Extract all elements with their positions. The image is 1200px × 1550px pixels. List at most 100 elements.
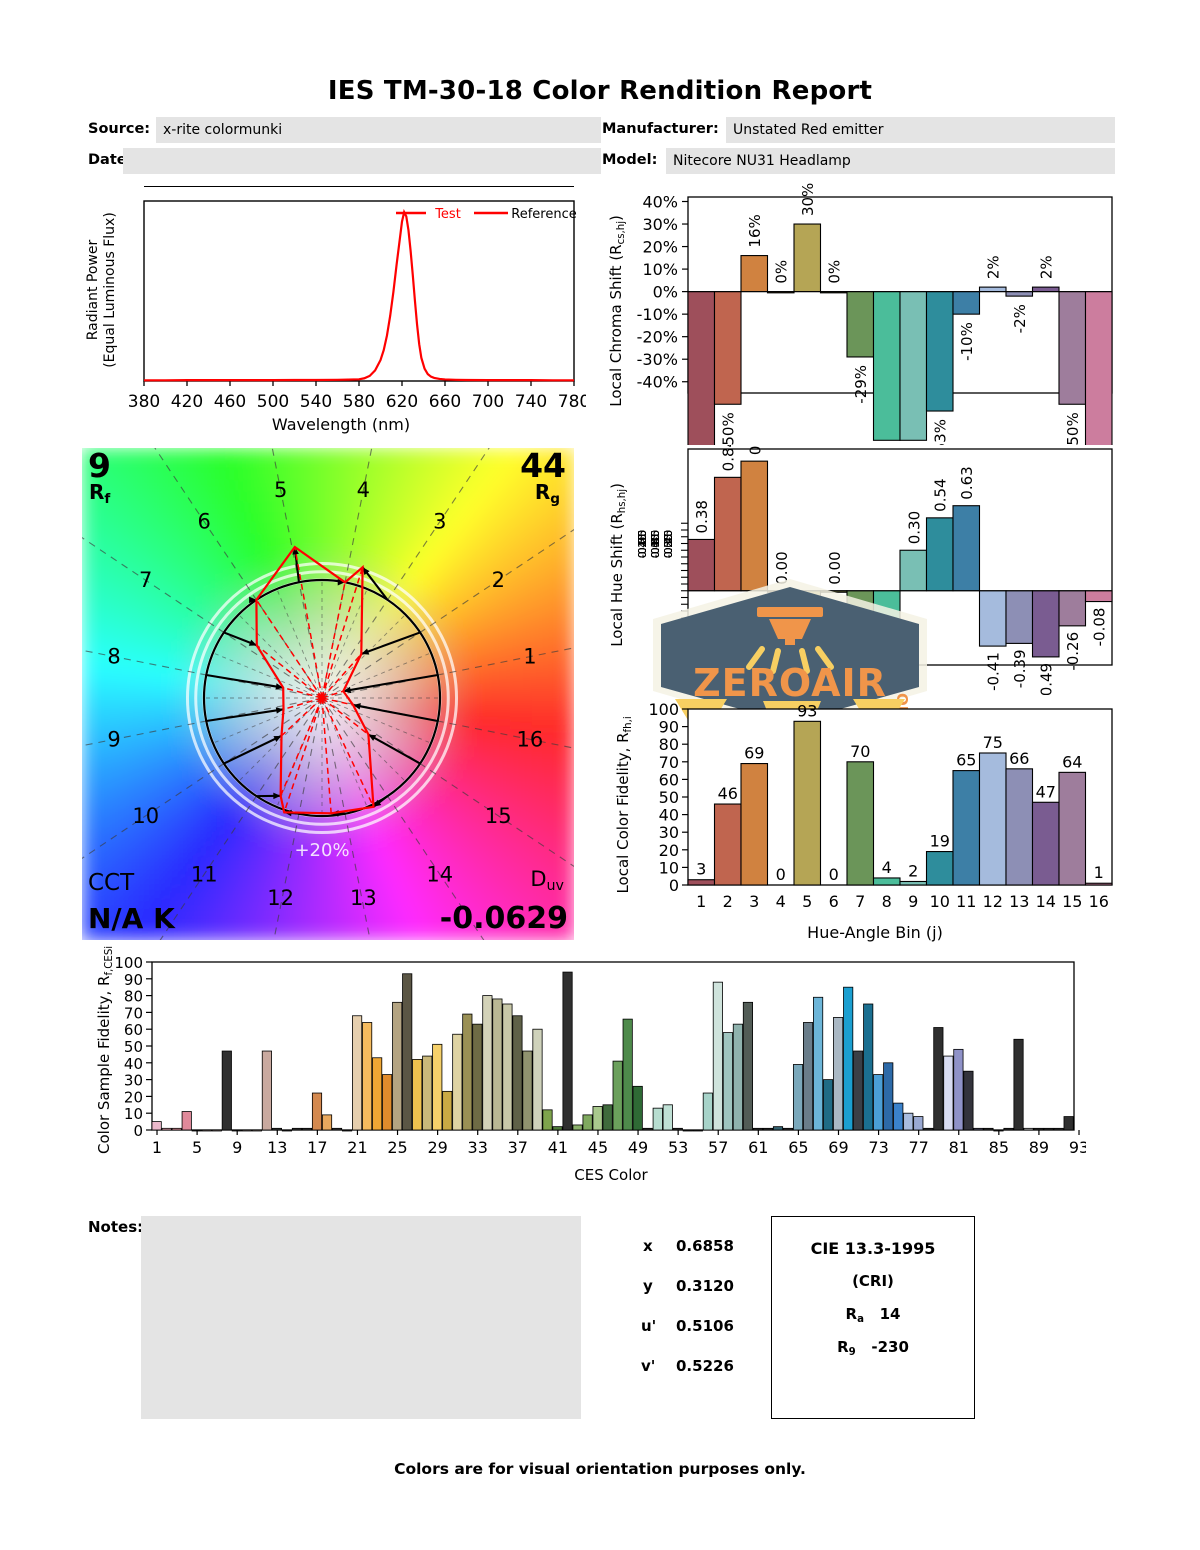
source-field[interactable]: x-rite colormunki (156, 117, 601, 143)
rf-label: Rf (89, 480, 111, 507)
svg-text:620: 620 (386, 392, 418, 412)
svg-text:12: 12 (983, 892, 1003, 911)
svg-text:0: 0 (133, 1122, 143, 1140)
date-field[interactable] (123, 148, 601, 174)
local-color-fidelity-chart: Local Color Fidelity, Rfh,i 0 10 20 30 40 50 6… (600, 695, 1120, 957)
svg-text:0.45: 0.45 (649, 534, 662, 559)
svg-text:Test: Test (434, 207, 461, 222)
svg-text:10%: 10% (642, 260, 678, 279)
spd-svg: 380 420 460 500 540 580 620 660 700 740 780 Test Ref… (128, 200, 586, 412)
svg-text:40%: 40% (642, 193, 678, 212)
svg-text:8: 8 (107, 645, 120, 669)
manufacturer-field[interactable]: Unstated Red emitter (726, 117, 1115, 143)
fidelity-svg: 0102030405060708090100314626930493506707… (648, 700, 1113, 911)
svg-text:0.30: 0.30 (649, 534, 662, 559)
cie-y-value: 0.3120 (676, 1277, 734, 1295)
svg-text:50: 50 (124, 1038, 143, 1056)
cct-value: N/A K (88, 902, 175, 935)
svg-text:Reference: Reference (511, 207, 576, 222)
svg-text:9: 9 (232, 1138, 242, 1157)
rg-value: 44 (520, 448, 566, 485)
svg-text:60: 60 (124, 1021, 143, 1039)
svg-text:0.30: 0.30 (905, 511, 923, 544)
svg-text:70: 70 (850, 742, 870, 761)
cri-standard: CIE 13.3-1995 (810, 1239, 936, 1258)
svg-text:-0.06: -0.06 (799, 605, 817, 644)
svg-text:0.40: 0.40 (636, 534, 649, 559)
svg-text:-50%: -50% (720, 412, 738, 445)
svg-text:9: 9 (908, 892, 918, 911)
manufacturer-label: Manufacturer: (602, 121, 719, 137)
spectral-power-distribution-chart: Radiant Power (Equal Luminous Flux) 380 42… (85, 183, 586, 438)
svg-text:70: 70 (659, 753, 679, 772)
svg-text:3: 3 (749, 892, 759, 911)
svg-text:90: 90 (124, 971, 143, 989)
svg-text:49: 49 (628, 1138, 648, 1157)
svg-text:69: 69 (828, 1138, 848, 1157)
svg-text:41: 41 (548, 1138, 568, 1157)
svg-text:20: 20 (124, 1088, 143, 1106)
svg-text:460: 460 (214, 392, 246, 412)
meta-row-2: Date: Model: Nitecore NU31 Headlamp (0, 148, 1200, 174)
svg-text:0%: 0% (826, 260, 844, 284)
page-title: IES TM-30-18 Color Rendition Report (327, 76, 873, 106)
svg-text:11: 11 (191, 862, 218, 886)
svg-text:-20%: -20% (637, 328, 678, 347)
svg-text:-53%: -53% (932, 419, 950, 445)
svg-text:1: 1 (152, 1138, 162, 1157)
svg-text:12: 12 (267, 886, 294, 910)
svg-text:-50%: -50% (1064, 412, 1082, 445)
svg-text:0.50: 0.50 (662, 534, 675, 559)
notes-textarea[interactable] (141, 1216, 581, 1419)
svg-text:0: 0 (776, 865, 786, 884)
svg-text:30%: 30% (642, 215, 678, 234)
svg-text:15: 15 (485, 804, 512, 828)
notes-label: Notes: (88, 1218, 144, 1236)
svg-text:100: 100 (648, 700, 679, 719)
source-label: Source: (88, 121, 151, 137)
svg-text:65: 65 (956, 751, 976, 770)
svg-text:81: 81 (949, 1138, 969, 1157)
local-hue-shift-chart: Local Hue Shift (Rhs,hj) 0.50 0.45 0.40 0.3… (600, 445, 1120, 695)
svg-text:10: 10 (124, 1105, 143, 1123)
svg-text:47: 47 (1036, 782, 1056, 801)
svg-text:2%: 2% (1038, 255, 1056, 279)
svg-text:2: 2 (492, 568, 505, 592)
svg-text:2: 2 (908, 861, 918, 880)
svg-text:16%: 16% (746, 214, 764, 247)
svg-text:0.20: 0.20 (662, 534, 675, 559)
cri-r9: R9 -230 (837, 1338, 909, 1358)
svg-text:580: 580 (343, 392, 375, 412)
svg-text:66: 66 (1009, 749, 1029, 768)
svg-text:30%: 30% (799, 183, 817, 216)
svg-text:0%: 0% (653, 283, 678, 302)
cie-x-label: x (643, 1237, 653, 1255)
svg-text:77: 77 (908, 1138, 928, 1157)
cie-up-label: u' (641, 1317, 657, 1335)
fidelity-x-axis-title: Hue-Angle Bin (j) (807, 923, 943, 942)
svg-text:0.38: 0.38 (693, 500, 711, 533)
svg-text:8: 8 (882, 892, 892, 911)
svg-text:70: 70 (124, 1004, 143, 1022)
date-label: Date: (88, 152, 133, 168)
model-field[interactable]: Nitecore NU31 Headlamp (666, 148, 1115, 174)
svg-text:-0.20: -0.20 (636, 530, 649, 558)
svg-text:0.63: 0.63 (958, 466, 976, 499)
svg-text:0.96: 0.96 (746, 445, 764, 455)
svg-text:3: 3 (433, 510, 446, 534)
footer-note: Colors are for visual orientation purpos… (394, 1460, 806, 1478)
svg-text:-0.41: -0.41 (985, 652, 1003, 691)
svg-text:89: 89 (1029, 1138, 1049, 1157)
svg-text:2: 2 (723, 892, 733, 911)
svg-text:660: 660 (429, 392, 461, 412)
svg-text:-0.21: -0.21 (879, 625, 897, 664)
svg-text:45: 45 (588, 1138, 608, 1157)
cri-box: CIE 13.3-1995 (CRI) Ra 14 R9 -230 (771, 1216, 975, 1419)
svg-text:64: 64 (1062, 752, 1082, 771)
svg-text:15: 15 (1062, 892, 1082, 911)
meta-row-1: Source: x-rite colormunki Manufacturer: … (0, 117, 1200, 143)
svg-text:13: 13 (350, 886, 377, 910)
svg-text:10: 10 (659, 858, 679, 877)
